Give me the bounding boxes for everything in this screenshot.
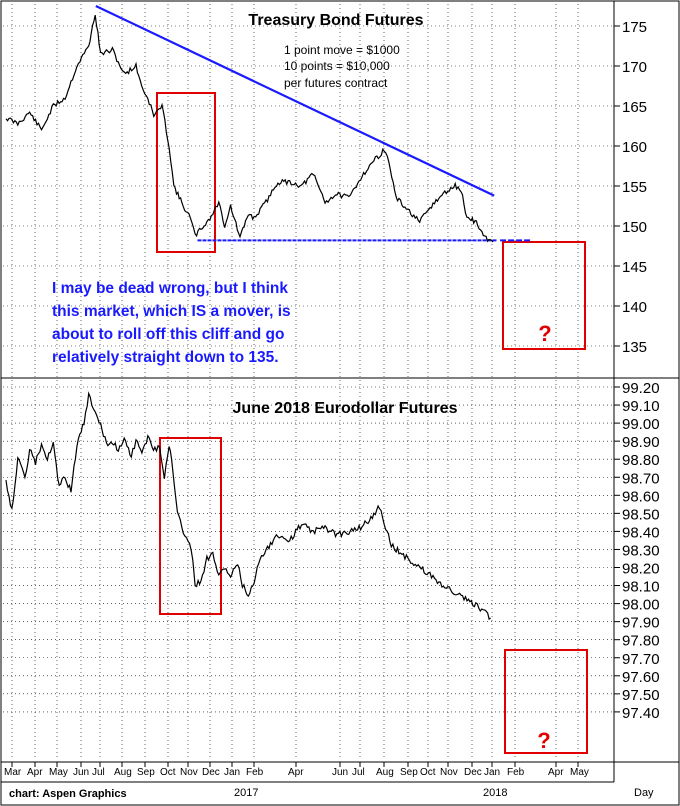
month-label: Oct [160, 767, 176, 778]
tbond-downtrend-line [95, 5, 495, 197]
month-label: Apr [27, 767, 43, 778]
month-label: Aug [376, 767, 394, 778]
grid-lines [3, 4, 612, 760]
tbond-note-line-1: 1 point move = $1000 [284, 43, 400, 57]
eurodollar-tick-label: 97.60 [622, 669, 660, 686]
month-label: Apr [288, 767, 304, 778]
eurodollar-tick-label: 98.40 [622, 524, 660, 541]
month-label: Nov [180, 767, 198, 778]
month-label: Jan [484, 767, 500, 778]
eurodollar-tick-label: 99.10 [622, 398, 660, 415]
tbond-tick-label: 140 [622, 299, 647, 316]
tbond-question-mark: ? [538, 321, 551, 346]
eurodollar-question-mark: ? [537, 728, 550, 753]
eurodollar-chart-title: June 2018 Eurodollar Futures [233, 400, 458, 417]
tbond-tick-label: 170 [622, 59, 647, 76]
eurodollar-tick-label: 98.10 [622, 579, 660, 596]
tbond-tick-label: 145 [622, 259, 647, 276]
month-label: Nov [440, 767, 458, 778]
period-label: Day [634, 787, 654, 799]
month-label: Sep [137, 767, 155, 778]
eurodollar-tick-label: 98.20 [622, 561, 660, 578]
eurodollar-tick-label: 97.50 [622, 687, 660, 704]
eurodollar-tick-label: 98.70 [622, 470, 660, 487]
eurodollar-tick-label: 97.90 [622, 615, 660, 632]
month-label: May [570, 767, 589, 778]
eurodollar-tick-label: 99.00 [622, 416, 660, 433]
month-label: Feb [507, 767, 525, 778]
chart-credit: chart: Aspen Graphics [9, 788, 127, 800]
eurodollar-tick-label: 97.70 [622, 651, 660, 668]
month-label: May [49, 767, 68, 778]
tbond-target-box [502, 241, 586, 350]
comment-line-3: about to roll off this cliff and go [52, 326, 284, 343]
month-label: Jun [73, 767, 89, 778]
tbond-drop-highlight-box [156, 92, 216, 253]
tbond-tick-label: 175 [622, 19, 647, 36]
month-label: Jan [224, 767, 240, 778]
tbond-price-line [5, 14, 494, 243]
comment-line-2: this market, which IS a mover, is [52, 303, 291, 320]
eurodollar-tick-label: 98.50 [622, 506, 660, 523]
tbond-tick-label: 160 [622, 139, 647, 156]
month-axis-labels: Mar Apr May Jun Jul Aug Sep Oct Nov Dec Jan Feb Apr J… [4, 762, 589, 778]
tbond-note-line-3: per futures contract [284, 76, 388, 90]
eurodollar-tick-label: 98.30 [622, 542, 660, 559]
month-label: Jul [92, 767, 105, 778]
year-label-2017: 2017 [234, 787, 258, 799]
comment-line-1: I may be dead wrong, but I think [52, 280, 288, 297]
tbond-tick-label: 150 [622, 219, 647, 236]
eurodollar-tick-label: 99.20 [622, 380, 660, 397]
month-label: Feb [246, 767, 264, 778]
month-label: Jun [332, 767, 348, 778]
eurodollar-target-box [504, 649, 588, 754]
eurodollar-tick-label: 97.80 [622, 633, 660, 650]
eurodollar-tick-label: 97.40 [622, 705, 660, 722]
month-label: Dec [464, 767, 482, 778]
month-label: Oct [420, 767, 436, 778]
eurodollar-drop-highlight-box [159, 437, 222, 615]
comment-line-4: relatively straight down to 135. [52, 349, 279, 366]
tbond-chart-title: Treasury Bond Futures [248, 12, 423, 29]
tbond-note-line-2: 10 points = $10,000 [284, 59, 390, 73]
eurodollar-series [5, 391, 491, 621]
month-label: Aug [114, 767, 132, 778]
tbond-tick-label: 165 [622, 99, 647, 116]
eurodollar-tick-label: 98.60 [622, 488, 660, 505]
month-label: Mar [4, 767, 22, 778]
price-axis-labels: 175 170 165 160 155 150 145 140 135 99.2099.1099.… [614, 19, 660, 722]
month-label: Jul [352, 767, 365, 778]
eurodollar-tick-label: 98.80 [622, 452, 660, 469]
tbond-tick-label: 155 [622, 179, 647, 196]
month-label: Apr [548, 767, 564, 778]
eurodollar-tick-label: 98.00 [622, 597, 660, 614]
month-label: Dec [202, 767, 220, 778]
eurodollar-price-line [5, 391, 491, 621]
tbond-tick-label: 135 [622, 339, 647, 356]
eurodollar-tick-label: 98.90 [622, 434, 660, 451]
tbond-series [5, 5, 531, 243]
year-label-2018: 2018 [483, 787, 507, 799]
month-label: Sep [400, 767, 418, 778]
